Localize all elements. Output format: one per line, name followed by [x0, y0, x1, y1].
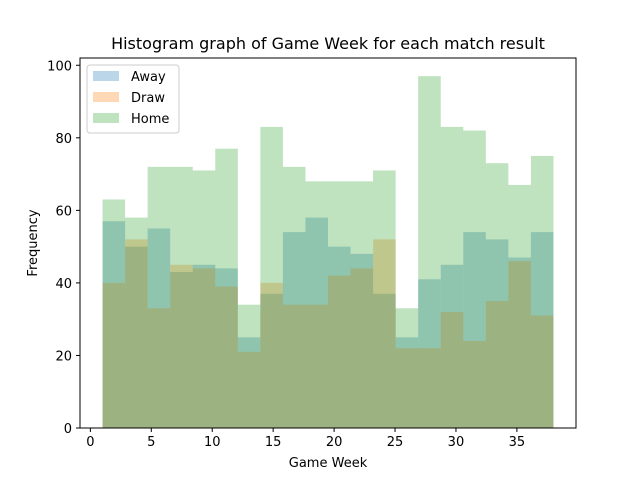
chart-title: Histogram graph of Game Week for each ma… — [111, 34, 545, 53]
x-tick-label: 10 — [204, 435, 221, 450]
bar-draw-bin-13 — [373, 239, 396, 428]
bars-layer — [102, 76, 554, 429]
legend-label-home: Home — [131, 112, 169, 127]
y-axis-label: Frequency — [26, 209, 41, 276]
bar-away-bin-16 — [440, 264, 464, 428]
x-tick-label: 25 — [387, 435, 404, 450]
bar-draw-bin-14 — [395, 348, 419, 428]
bar-draw-bin-1 — [102, 282, 126, 428]
bar-away-bin-3 — [147, 228, 171, 428]
legend-frame — [86, 64, 180, 134]
y-tick-label: 60 — [55, 204, 72, 219]
bar-away-bin-20 — [530, 232, 554, 428]
bar-draw-bin-9 — [282, 304, 306, 428]
bar-home-bin-11 — [328, 181, 351, 428]
bar-draw-bin-15 — [418, 348, 441, 428]
bar-away-bin-9 — [282, 232, 306, 428]
bar-home-bin-18 — [485, 163, 509, 428]
bar-home-bin-9 — [282, 166, 306, 428]
bar-draw-bin-17 — [463, 340, 486, 428]
bar-draw-bin-2 — [125, 239, 148, 428]
bar-away-bin-2 — [125, 246, 148, 428]
bar-home-bin-8 — [260, 126, 283, 428]
bar-away-bin-8 — [260, 293, 283, 428]
x-tick-label: 5 — [147, 435, 155, 450]
bar-away-bin-12 — [350, 253, 374, 428]
bar-draw-bin-10 — [305, 304, 328, 428]
bar-away-bin-4 — [170, 272, 193, 428]
x-axis-label: Game Week — [289, 456, 368, 471]
y-tick-label: 0 — [64, 422, 72, 437]
bar-draw-bin-11 — [328, 275, 351, 428]
x-tick-label: 20 — [326, 435, 343, 450]
bar-home-bin-5 — [192, 170, 216, 428]
legend-swatch-home — [93, 113, 119, 123]
bar-draw-bin-12 — [350, 268, 374, 428]
bar-draw-bin-20 — [530, 315, 554, 428]
plot-frame — [79, 57, 577, 429]
bar-home-bin-3 — [147, 166, 171, 428]
bar-away-bin-18 — [485, 239, 509, 428]
bar-home-bin-6 — [215, 148, 238, 428]
bar-draw-bin-3 — [147, 308, 171, 428]
bar-draw-bin-4 — [170, 264, 193, 428]
legend-swatch-away — [93, 71, 119, 81]
bar-home-bin-15 — [418, 76, 441, 428]
bar-home-bin-12 — [350, 181, 374, 428]
bar-draw-bin-16 — [440, 311, 464, 428]
bar-away-bin-15 — [418, 279, 441, 428]
bar-away-bin-19 — [508, 257, 531, 428]
y-tick-label: 100 — [47, 59, 72, 74]
bar-draw-bin-7 — [237, 351, 261, 428]
bar-home-bin-19 — [508, 184, 531, 428]
bar-away-bin-14 — [395, 337, 419, 428]
bar-home-bin-2 — [125, 217, 148, 428]
bar-draw-bin-18 — [485, 301, 509, 428]
bar-away-bin-7 — [237, 337, 261, 428]
bar-away-bin-13 — [373, 293, 396, 428]
bar-draw-bin-19 — [508, 261, 531, 428]
bar-home-bin-17 — [463, 130, 486, 429]
bar-home-bin-7 — [237, 304, 261, 428]
bar-home-bin-4 — [170, 166, 193, 428]
legend: Away Draw Home — [86, 64, 180, 134]
bar-home-bin-14 — [395, 308, 419, 428]
bar-home-bin-13 — [373, 170, 396, 428]
bar-away-bin-6 — [215, 268, 238, 428]
bar-draw-bin-8 — [260, 282, 283, 428]
bar-away-bin-10 — [305, 217, 328, 428]
bar-away-bin-11 — [328, 246, 351, 428]
bar-home-bin-1 — [102, 199, 126, 428]
legend-label-away: Away — [131, 70, 166, 85]
x-tick-label: 15 — [265, 435, 282, 450]
bar-home-bin-20 — [530, 155, 554, 429]
legend-label-draw: Draw — [131, 91, 165, 106]
bar-away-bin-17 — [463, 232, 486, 428]
bar-away-bin-5 — [192, 264, 216, 428]
ticks-layer: 0 5 10 15 20 25 30 35 0 20 40 60 80 100 — [47, 59, 525, 450]
x-tick-label: 0 — [86, 435, 94, 450]
y-tick-label: 20 — [55, 349, 72, 364]
bar-home-bin-10 — [305, 181, 328, 428]
x-tick-label: 35 — [509, 435, 526, 450]
bar-home-bin-16 — [440, 126, 464, 428]
bar-draw-bin-5 — [192, 268, 216, 428]
legend-swatch-draw — [93, 92, 119, 102]
bar-draw-bin-6 — [215, 286, 238, 428]
x-tick-label: 30 — [448, 435, 465, 450]
y-tick-label: 80 — [55, 132, 72, 147]
bar-away-bin-1 — [102, 221, 126, 428]
y-tick-label: 40 — [55, 277, 72, 292]
